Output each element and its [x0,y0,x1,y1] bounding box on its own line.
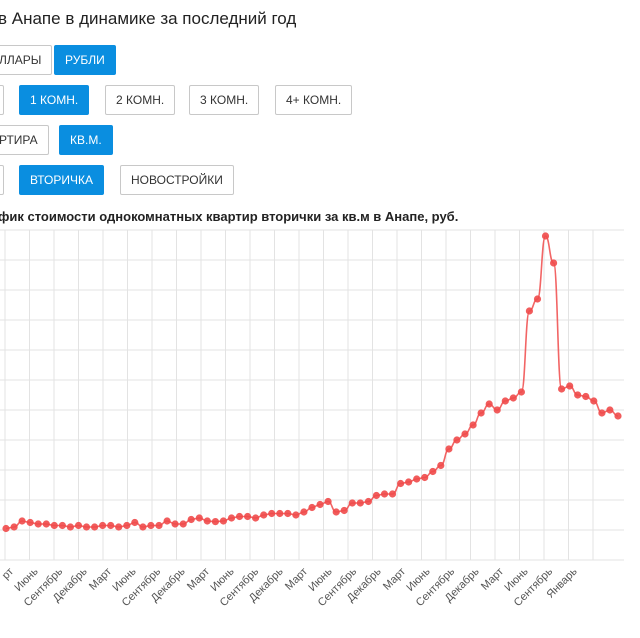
data-point[interactable] [252,514,260,522]
x-tick-label: Март [87,566,114,593]
data-point[interactable] [131,518,139,527]
data-point[interactable] [453,436,461,444]
data-point[interactable] [163,517,171,525]
data-point[interactable] [99,521,107,530]
per-flat-button[interactable]: РТИРА [0,125,49,155]
data-point[interactable] [2,524,10,533]
x-tick-label: Март [185,566,212,593]
data-point[interactable] [66,523,74,531]
data-point[interactable] [42,520,50,528]
data-point[interactable] [26,518,34,527]
x-tick-label: Март [381,566,408,593]
three-room-button[interactable]: 3 КОМН. [189,85,260,115]
data-point[interactable] [485,400,493,408]
new-buildings-button[interactable]: НОВОСТРОЙКИ [120,165,234,195]
data-point[interactable] [356,499,364,507]
data-point[interactable] [340,506,348,515]
data-point[interactable] [50,521,58,530]
dollars-button[interactable]: ЛЛАРЫ [0,45,53,75]
data-point[interactable] [203,517,211,525]
data-point[interactable] [509,394,517,402]
data-point[interactable] [292,511,300,519]
rooms-any-button[interactable] [0,85,4,115]
per-sqm-button[interactable]: КВ.М. [59,125,113,155]
x-tick-label: рт [0,566,16,582]
data-point[interactable] [550,259,558,267]
data-point[interactable] [421,473,429,482]
data-point[interactable] [445,445,453,453]
data-point[interactable] [171,520,179,528]
data-point[interactable] [397,479,405,488]
data-point[interactable] [364,497,372,506]
data-point[interactable] [469,421,477,429]
data-point[interactable] [82,523,91,531]
data-point[interactable] [187,515,195,524]
data-point[interactable] [284,509,292,518]
data-point[interactable] [413,475,421,483]
data-point[interactable] [429,467,437,476]
data-point[interactable] [139,523,147,531]
data-point[interactable] [34,520,42,528]
data-point[interactable] [598,409,606,417]
data-point[interactable] [244,512,252,521]
data-point[interactable] [606,406,614,414]
data-point[interactable] [574,391,582,399]
data-point[interactable] [324,497,332,506]
x-tick-label: Март [479,566,506,593]
data-point[interactable] [91,523,99,531]
x-tick-label: Март [283,566,310,593]
secondary-market-button[interactable]: ВТОРИЧКА [19,165,104,195]
data-point[interactable] [493,406,501,414]
page-title: в Анапе в динамике за последний год [0,9,297,28]
data-point[interactable] [332,508,340,516]
price-line-chart: ртИюньСентябрьДекабрьМартИюньСентябрьДек… [0,229,624,609]
rubles-button[interactable]: РУБЛИ [54,45,116,75]
data-point[interactable] [380,490,389,498]
data-point[interactable] [566,382,574,390]
data-point[interactable] [18,517,26,525]
data-point[interactable] [308,503,316,512]
data-point[interactable] [10,523,18,531]
data-point[interactable] [541,232,550,240]
data-point[interactable] [235,512,244,521]
data-point[interactable] [211,518,219,526]
data-point[interactable] [316,500,324,509]
two-room-button[interactable]: 2 КОМН. [105,85,176,115]
data-point[interactable] [461,430,469,438]
data-point[interactable] [558,385,566,393]
data-point[interactable] [372,491,380,500]
data-point[interactable] [300,508,308,516]
data-point[interactable] [147,521,155,530]
data-point[interactable] [74,521,83,530]
data-point[interactable] [123,521,131,530]
data-point[interactable] [115,523,123,531]
data-point[interactable] [179,520,187,528]
data-point[interactable] [614,412,622,420]
data-point[interactable] [107,521,115,530]
one-room-button[interactable]: 1 КОМН. [19,85,90,115]
data-point[interactable] [405,478,413,486]
data-point[interactable] [477,409,485,417]
data-point[interactable] [260,511,268,519]
data-point[interactable] [219,517,227,525]
data-point[interactable] [195,514,203,522]
data-point[interactable] [388,490,397,498]
data-point[interactable] [525,307,534,315]
data-point[interactable] [276,509,284,518]
series-line [5,235,619,530]
data-point[interactable] [227,514,236,522]
data-point[interactable] [268,509,276,518]
data-point[interactable] [582,392,590,401]
data-point[interactable] [348,499,356,507]
chart-title: фик стоимости однокомнатных квартир втор… [0,209,459,224]
data-point[interactable] [501,397,509,405]
data-point[interactable] [590,397,598,405]
market-all-button[interactable] [0,165,4,195]
data-point[interactable] [155,521,163,530]
data-point[interactable] [437,461,445,470]
data-point[interactable] [517,388,526,396]
four-plus-room-button[interactable]: 4+ КОМН. [275,85,353,115]
data-point[interactable] [533,295,542,303]
data-point[interactable] [58,521,66,530]
